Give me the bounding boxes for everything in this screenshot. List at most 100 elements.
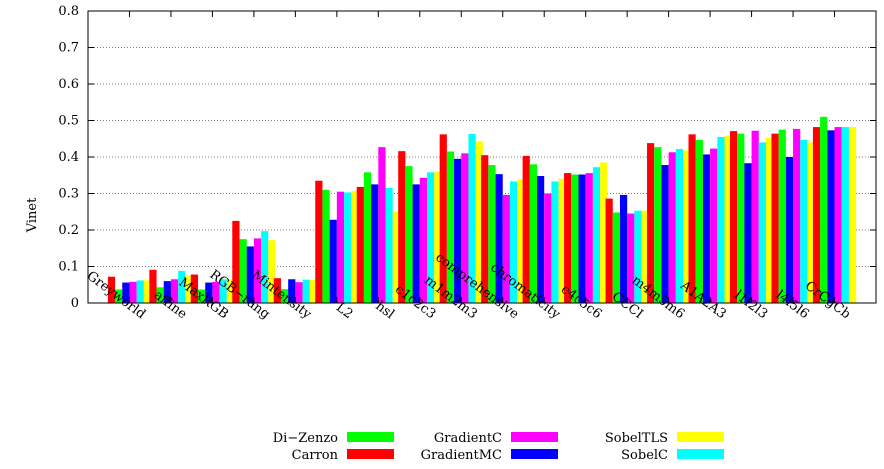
bar: [149, 269, 157, 303]
bar: [461, 153, 469, 303]
bar: [309, 280, 317, 303]
bar: [439, 134, 447, 303]
y-tick-label: 0: [71, 296, 79, 311]
bar: [702, 154, 711, 303]
y-tick-label: 0.5: [58, 114, 79, 129]
bar: [737, 133, 745, 303]
y-axis: 0 0.1 0.2 0.3 0.4 0.5 0.6 0.7 0.8: [58, 4, 876, 311]
bar: [351, 190, 359, 303]
bar: [363, 172, 372, 303]
bar: [744, 163, 752, 303]
bar: [827, 130, 835, 303]
bar: [529, 164, 538, 303]
bars: [107, 116, 857, 303]
bar: [605, 198, 613, 303]
bar: [163, 281, 171, 303]
bar: [398, 151, 406, 303]
bar: [758, 142, 766, 303]
bar: [710, 148, 718, 303]
bar: [793, 128, 801, 303]
bar: [800, 139, 808, 303]
bar: [717, 136, 725, 303]
bar: [246, 246, 254, 303]
bar: [198, 289, 206, 303]
bar: [315, 180, 323, 303]
bar: [834, 127, 842, 303]
bar: [136, 280, 144, 303]
bar: [143, 280, 152, 303]
bar: [517, 179, 525, 303]
bar: [261, 231, 269, 303]
bar: [115, 289, 123, 303]
bar: [226, 279, 235, 303]
bar: [634, 210, 642, 303]
bar: [724, 135, 732, 303]
bar: [627, 213, 635, 303]
bar: [675, 148, 684, 303]
bar: [654, 147, 662, 303]
bar: [344, 192, 352, 303]
bar: [522, 155, 530, 303]
bar: [205, 282, 213, 303]
bar: [612, 212, 620, 303]
bar: [585, 173, 593, 303]
y-tick-label: 0.8: [58, 4, 79, 19]
y-tick-label: 0.3: [58, 187, 79, 202]
bar: [385, 188, 393, 303]
bar: [434, 171, 442, 303]
y-tick-label: 0.1: [58, 260, 79, 275]
bar: [419, 177, 427, 303]
bar: [683, 150, 691, 303]
bar: [446, 151, 455, 303]
bar: [688, 134, 696, 303]
bar: [219, 279, 227, 303]
bar: [329, 219, 337, 303]
bar: [729, 131, 738, 303]
legend-swatch: [677, 432, 724, 442]
bar: [509, 181, 518, 303]
bar: [253, 238, 262, 303]
bar: [426, 172, 435, 303]
legend-label: Carron: [292, 448, 339, 463]
legend-swatch: [347, 432, 394, 442]
y-tick-label: 0.2: [58, 223, 79, 238]
y-tick-label: 0.6: [58, 77, 79, 92]
bar: [107, 276, 116, 303]
bar: [647, 143, 655, 303]
bar: [785, 157, 794, 303]
bar: [841, 127, 849, 303]
legend-label: Di−Zenzo: [273, 431, 338, 446]
bar: [820, 116, 828, 303]
legend-swatch: [347, 449, 394, 459]
bar: [848, 127, 857, 303]
bar: [185, 275, 193, 303]
bar: [488, 165, 496, 303]
bar: [592, 167, 601, 303]
legend-swatch: [677, 449, 724, 459]
bar: [551, 181, 559, 303]
legend-swatch: [511, 432, 558, 442]
legend-label: GradientC: [434, 431, 502, 446]
bar: [122, 282, 130, 303]
bar: [544, 193, 552, 303]
bar: [807, 142, 815, 303]
bar: [280, 289, 289, 303]
bar: [495, 174, 503, 303]
bar: [468, 134, 476, 303]
legend: Di−Zenzo Carron GradientC GradientMC SobelTL…: [273, 431, 724, 463]
bar: [571, 174, 579, 303]
bar: [454, 158, 462, 303]
bar: [668, 152, 676, 303]
bar: [765, 138, 774, 303]
bar: [295, 282, 303, 303]
bar: [129, 281, 137, 303]
bar: [600, 162, 608, 303]
bar: [239, 239, 247, 303]
bar: [695, 139, 703, 303]
bar: [641, 210, 649, 303]
bar: [302, 279, 310, 303]
bar: [619, 194, 628, 303]
bar: [558, 178, 566, 303]
y-tick-label: 0.7: [58, 41, 79, 56]
